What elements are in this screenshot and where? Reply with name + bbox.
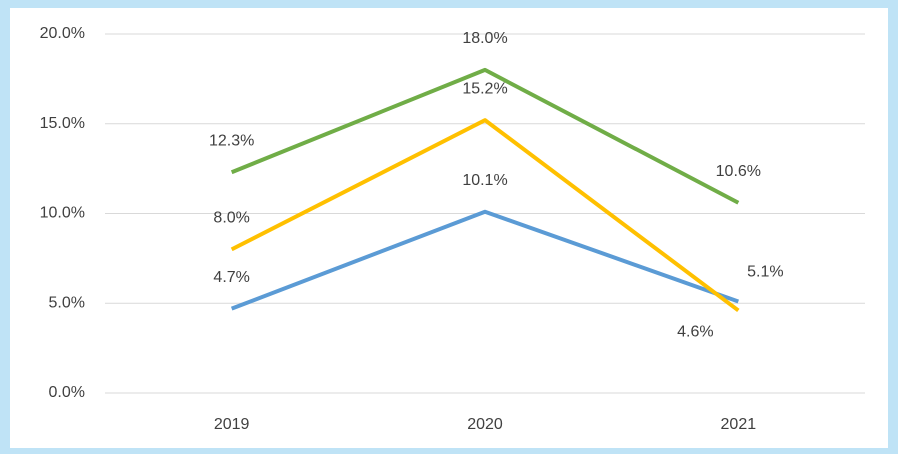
- y-tick-label: 20.0%: [40, 25, 85, 42]
- line: [230, 67, 740, 205]
- data-label: 10.6%: [716, 163, 761, 180]
- data-label: 18.0%: [462, 30, 507, 47]
- data-label: 4.6%: [677, 324, 713, 341]
- x-tick-label: 2019: [214, 416, 250, 433]
- data-label: 10.1%: [462, 172, 507, 189]
- y-tick-label: 0.0%: [49, 384, 85, 401]
- x-tick-label: 2021: [721, 416, 757, 433]
- data-label: 4.7%: [213, 269, 249, 286]
- chart-area: [10, 8, 888, 448]
- y-tick-label: 5.0%: [49, 294, 85, 311]
- data-label: 8.0%: [213, 210, 249, 227]
- data-label: 12.3%: [209, 132, 254, 149]
- data-label: 5.1%: [747, 264, 783, 281]
- y-tick-label: 10.0%: [40, 205, 85, 222]
- y-tick-label: 15.0%: [40, 115, 85, 132]
- line: [230, 209, 740, 311]
- x-tick-label: 2020: [467, 416, 503, 433]
- data-label: 15.2%: [462, 80, 507, 97]
- line: [230, 118, 740, 313]
